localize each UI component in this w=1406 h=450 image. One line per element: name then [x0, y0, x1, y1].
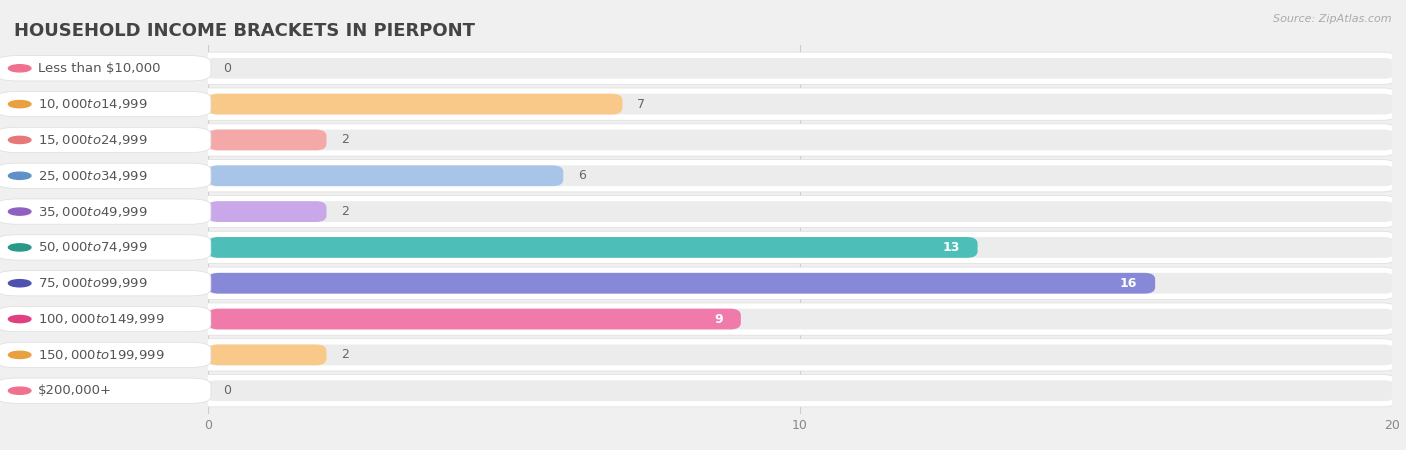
FancyBboxPatch shape — [205, 58, 1395, 79]
Text: $150,000 to $199,999: $150,000 to $199,999 — [38, 348, 165, 362]
Text: 2: 2 — [342, 134, 349, 146]
Text: $35,000 to $49,999: $35,000 to $49,999 — [38, 205, 148, 219]
FancyBboxPatch shape — [193, 52, 1398, 85]
Text: 7: 7 — [637, 98, 645, 111]
FancyBboxPatch shape — [208, 94, 623, 114]
Text: $10,000 to $14,999: $10,000 to $14,999 — [38, 97, 148, 111]
Text: $100,000 to $149,999: $100,000 to $149,999 — [38, 312, 165, 326]
FancyBboxPatch shape — [205, 380, 1395, 401]
FancyBboxPatch shape — [205, 165, 1395, 186]
FancyBboxPatch shape — [208, 201, 326, 222]
FancyBboxPatch shape — [205, 309, 1395, 329]
FancyBboxPatch shape — [208, 273, 1156, 294]
Text: $15,000 to $24,999: $15,000 to $24,999 — [38, 133, 148, 147]
FancyBboxPatch shape — [193, 303, 1398, 335]
FancyBboxPatch shape — [205, 273, 1395, 294]
Text: 2: 2 — [342, 205, 349, 218]
FancyBboxPatch shape — [208, 309, 741, 329]
Text: 2: 2 — [342, 348, 349, 361]
FancyBboxPatch shape — [208, 165, 564, 186]
FancyBboxPatch shape — [193, 124, 1398, 156]
FancyBboxPatch shape — [208, 345, 326, 365]
FancyBboxPatch shape — [208, 237, 977, 258]
FancyBboxPatch shape — [193, 195, 1398, 228]
FancyBboxPatch shape — [205, 94, 1395, 114]
FancyBboxPatch shape — [205, 345, 1395, 365]
Text: 16: 16 — [1121, 277, 1137, 290]
FancyBboxPatch shape — [193, 88, 1398, 120]
FancyBboxPatch shape — [205, 201, 1395, 222]
Text: 13: 13 — [942, 241, 960, 254]
FancyBboxPatch shape — [208, 130, 326, 150]
FancyBboxPatch shape — [193, 374, 1398, 407]
FancyBboxPatch shape — [193, 339, 1398, 371]
Text: Less than $10,000: Less than $10,000 — [38, 62, 160, 75]
FancyBboxPatch shape — [205, 130, 1395, 150]
Text: 0: 0 — [224, 62, 231, 75]
Text: $50,000 to $74,999: $50,000 to $74,999 — [38, 240, 148, 254]
FancyBboxPatch shape — [205, 237, 1395, 258]
FancyBboxPatch shape — [193, 267, 1398, 299]
Text: 6: 6 — [578, 169, 586, 182]
Text: Source: ZipAtlas.com: Source: ZipAtlas.com — [1274, 14, 1392, 23]
FancyBboxPatch shape — [193, 160, 1398, 192]
Text: 9: 9 — [714, 313, 723, 325]
Text: $200,000+: $200,000+ — [38, 384, 112, 397]
Text: 0: 0 — [224, 384, 231, 397]
Text: $25,000 to $34,999: $25,000 to $34,999 — [38, 169, 148, 183]
Text: $75,000 to $99,999: $75,000 to $99,999 — [38, 276, 148, 290]
FancyBboxPatch shape — [193, 231, 1398, 264]
Text: HOUSEHOLD INCOME BRACKETS IN PIERPONT: HOUSEHOLD INCOME BRACKETS IN PIERPONT — [14, 22, 475, 40]
